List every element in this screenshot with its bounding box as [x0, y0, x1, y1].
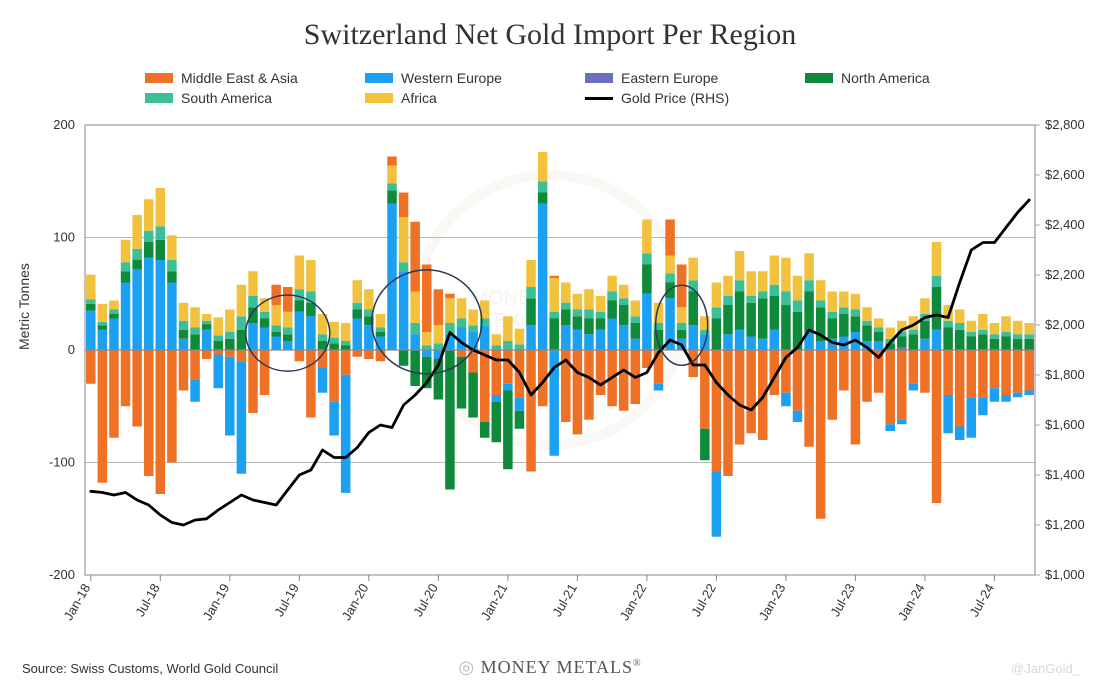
- svg-text:-100: -100: [49, 455, 75, 470]
- legend-label: Eastern Europe: [621, 70, 718, 86]
- chart-container: MONEY METALSEXCHANGE Switzerland Net Gol…: [0, 0, 1100, 690]
- legend-label: Western Europe: [401, 70, 502, 86]
- svg-text:200: 200: [53, 120, 75, 132]
- legend-item: Gold Price (RHS): [585, 90, 805, 106]
- legend-label: Middle East & Asia: [181, 70, 298, 86]
- svg-text:Jan-21: Jan-21: [478, 581, 511, 623]
- legend-item: Eastern Europe: [585, 70, 805, 86]
- svg-text:Jan-19: Jan-19: [200, 581, 233, 623]
- svg-text:Jan-23: Jan-23: [756, 581, 789, 623]
- legend-item: Western Europe: [365, 70, 585, 86]
- svg-text:$1,600: $1,600: [1045, 417, 1085, 432]
- svg-text:0: 0: [68, 342, 75, 357]
- legend-label: North America: [841, 70, 930, 86]
- svg-text:$1,400: $1,400: [1045, 467, 1085, 482]
- svg-text:$2,000: $2,000: [1045, 317, 1085, 332]
- legend-item: North America: [805, 70, 1025, 86]
- legend-label: Gold Price (RHS): [621, 90, 729, 106]
- svg-text:Jan-18: Jan-18: [61, 581, 94, 623]
- legend-item: South America: [145, 90, 365, 106]
- legend-swatch: [365, 93, 393, 103]
- svg-text:$1,200: $1,200: [1045, 517, 1085, 532]
- svg-text:$2,600: $2,600: [1045, 167, 1085, 182]
- legend-swatch: [145, 73, 173, 83]
- svg-text:Jan-22: Jan-22: [617, 581, 650, 623]
- svg-text:-200: -200: [49, 567, 75, 582]
- svg-text:Jul-22: Jul-22: [688, 581, 719, 619]
- svg-text:Jul-20: Jul-20: [410, 581, 441, 619]
- legend-item: Middle East & Asia: [145, 70, 365, 86]
- svg-text:Jan-24: Jan-24: [895, 581, 928, 623]
- svg-text:Jul-23: Jul-23: [827, 581, 858, 619]
- attribution-footer: ◎ MONEY METALS®: [0, 657, 1100, 678]
- chart-legend: Middle East & Asia Western Europe Eastern …: [145, 70, 1025, 110]
- svg-text:Jul-19: Jul-19: [271, 581, 302, 619]
- svg-text:$2,800: $2,800: [1045, 120, 1085, 132]
- svg-text:Jan-20: Jan-20: [339, 581, 372, 623]
- legend-label: Africa: [401, 90, 437, 106]
- svg-text:Jul-21: Jul-21: [549, 581, 580, 619]
- legend-swatch: [145, 93, 173, 103]
- legend-item: Africa: [365, 90, 585, 106]
- legend-swatch: [805, 73, 833, 83]
- svg-text:$2,200: $2,200: [1045, 267, 1085, 282]
- svg-text:$1,000: $1,000: [1045, 567, 1085, 582]
- legend-swatch: [365, 73, 393, 83]
- svg-text:Jul-18: Jul-18: [132, 581, 163, 619]
- legend-label: South America: [181, 90, 272, 106]
- svg-text:$2,400: $2,400: [1045, 217, 1085, 232]
- legend-swatch: [585, 97, 613, 100]
- chart-title: Switzerland Net Gold Import Per Region: [0, 18, 1100, 52]
- legend-swatch: [585, 73, 613, 83]
- svg-text:100: 100: [53, 230, 75, 245]
- author-watermark: @JanGold_: [1011, 661, 1080, 676]
- plot-area: -200-1000100200$1,000$1,200$1,400$1,600$…: [85, 125, 1035, 575]
- svg-text:$1,800: $1,800: [1045, 367, 1085, 382]
- attribution-coin-icon: ◎: [458, 657, 475, 677]
- svg-text:Jul-24: Jul-24: [966, 581, 997, 619]
